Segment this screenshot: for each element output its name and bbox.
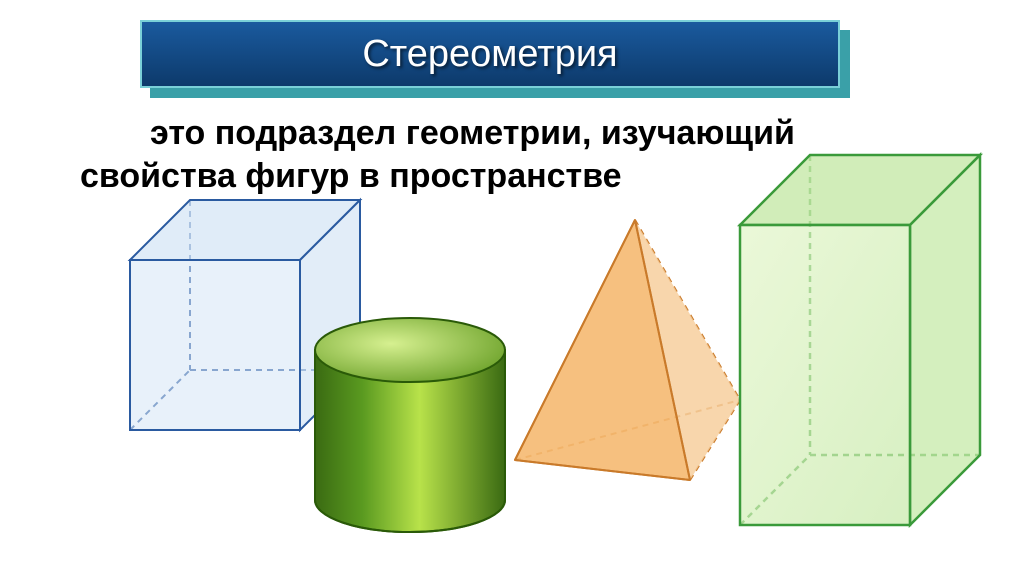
pyramid-shape [515, 220, 740, 480]
shapes-canvas [0, 0, 1024, 574]
prism-shape [740, 155, 980, 525]
cylinder-shape [315, 318, 505, 532]
